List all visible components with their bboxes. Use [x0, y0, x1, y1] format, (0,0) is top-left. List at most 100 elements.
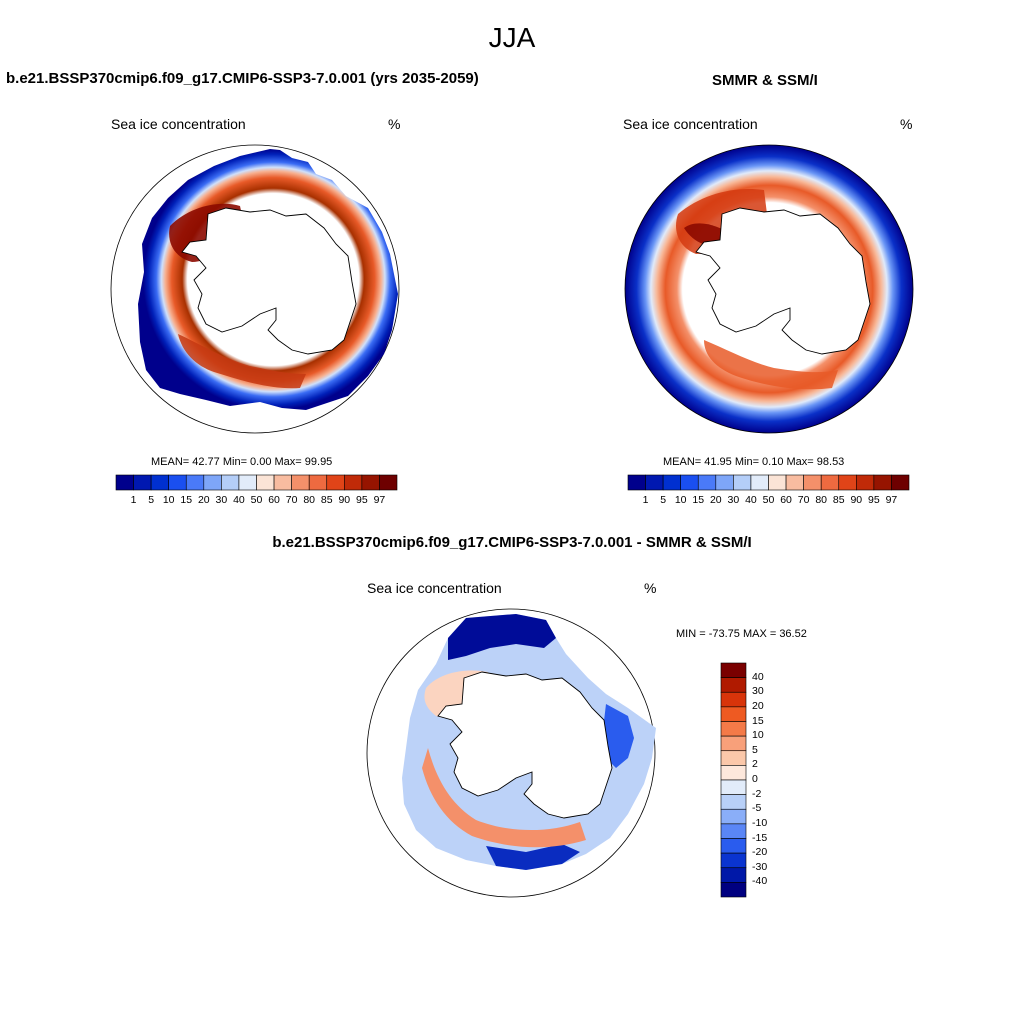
colorbar-swatch	[720, 882, 747, 898]
colorbar-swatch	[645, 474, 664, 491]
colorbar-tick-label: -30	[752, 860, 768, 873]
colorbar-swatch	[662, 474, 681, 491]
colorbar-swatch	[379, 474, 398, 491]
colorbar-swatch	[715, 474, 734, 491]
colorbar-swatch	[273, 474, 292, 491]
colorbar-tick-label: 70	[285, 494, 298, 506]
colorbar-tick-label: 0	[752, 773, 758, 785]
obs-stats: MEAN= 41.95 Min= 0.10 Max= 98.53	[663, 456, 845, 468]
colorbar-tick-label: 30	[727, 494, 740, 506]
model-variable-label: Sea ice concentration	[111, 116, 246, 132]
colorbar-tick-label: 80	[815, 494, 828, 506]
colorbar-tick-label: -15	[752, 831, 768, 844]
colorbar-swatch	[838, 474, 857, 491]
colorbar-tick-label: 30	[215, 494, 228, 506]
colorbar-tick-label: 95	[868, 494, 880, 506]
colorbar-swatch	[720, 706, 747, 722]
colorbar-tick-label: 30	[752, 685, 764, 698]
obs-polar-map	[624, 144, 914, 434]
colorbar-swatch	[891, 474, 910, 491]
colorbar-swatch	[361, 474, 380, 491]
colorbar-swatch	[344, 474, 363, 491]
colorbar-tick-label: -20	[752, 846, 768, 859]
colorbar-swatches	[115, 474, 398, 491]
colorbar-tick-label: 1	[642, 494, 649, 506]
obs-units-label: %	[900, 116, 913, 132]
colorbar-swatch	[133, 474, 152, 491]
colorbar-swatch	[820, 474, 840, 491]
colorbar-tick-label: 10	[752, 729, 764, 742]
colorbar-tick-label: 70	[797, 494, 810, 506]
colorbar-swatch	[720, 823, 747, 839]
colorbar-swatch	[627, 474, 646, 491]
colorbar-tick-label: 10	[162, 494, 175, 506]
colorbar-tick-label: 40	[745, 494, 757, 506]
negative-anomaly-south	[486, 844, 580, 870]
colorbar-swatch	[256, 474, 275, 491]
colorbar-tick-label: 20	[752, 699, 764, 712]
colorbar-tick-label: 97	[373, 494, 386, 506]
colorbar-tick-label: 15	[692, 494, 705, 506]
colorbar-swatch	[720, 662, 747, 678]
colorbar-tick-label: 85	[320, 494, 333, 506]
obs-variable-label: Sea ice concentration	[623, 116, 758, 132]
colorbar-swatch	[750, 474, 769, 491]
colorbar-swatch	[238, 474, 257, 491]
obs-panel-title: SMMR & SSM/I	[712, 72, 818, 89]
colorbar-tick-label: 90	[850, 494, 863, 506]
model-stats: MEAN= 42.77 Min= 0.00 Max= 99.95	[151, 456, 333, 468]
colorbar-tick-label: 5	[660, 494, 667, 506]
colorbar-tick-label: 40	[233, 494, 245, 506]
colorbar-swatch	[785, 474, 804, 491]
colorbar-tick-label: 95	[356, 494, 368, 506]
colorbar-tick-label: -10	[752, 816, 768, 829]
colorbar-swatch	[720, 750, 747, 766]
colorbar-swatch	[326, 474, 345, 491]
diff-polar-map	[366, 608, 656, 898]
colorbar-swatch	[720, 779, 747, 795]
ross-sea-ice	[704, 340, 838, 390]
antarctica-coastline	[437, 671, 613, 819]
diff-units-label: %	[644, 580, 657, 596]
colorbar-swatch	[308, 474, 328, 491]
model-polar-map	[110, 144, 400, 434]
diff-colorbar	[720, 662, 747, 898]
colorbar-tick-label: -5	[752, 802, 762, 815]
colorbar-tick-label: -40	[752, 875, 768, 888]
colorbar-swatch	[680, 474, 699, 491]
model-panel-title: b.e21.BSSP370cmip6.f09_g17.CMIP6-SSP3-7.…	[6, 70, 479, 87]
model-colorbar	[115, 474, 398, 491]
antarctica-coastline	[695, 207, 871, 355]
colorbar-swatch	[168, 474, 187, 491]
colorbar-swatches	[720, 662, 747, 898]
colorbar-swatch	[720, 721, 747, 737]
negative-anomaly-east	[602, 704, 634, 768]
colorbar-swatch	[203, 474, 222, 491]
colorbar-tick-label: 15	[180, 494, 193, 506]
colorbar-swatch	[150, 474, 169, 491]
colorbar-tick-label: 10	[674, 494, 687, 506]
colorbar-tick-label: 2	[752, 758, 758, 771]
obs-colorbar	[627, 474, 910, 491]
colorbar-swatch	[803, 474, 822, 491]
colorbar-tick-label: 5	[148, 494, 155, 506]
colorbar-tick-label: 5	[752, 743, 758, 756]
colorbar-tick-label: 1	[130, 494, 137, 506]
colorbar-tick-label: 20	[197, 494, 210, 506]
colorbar-tick-label: 60	[268, 494, 280, 506]
colorbar-swatch	[720, 677, 747, 693]
season-title: JJA	[488, 22, 536, 53]
colorbar-tick-label: 50	[762, 494, 775, 506]
colorbar-swatch	[720, 765, 747, 781]
diff-stats: MIN = -73.75 MAX = 36.52	[676, 628, 807, 640]
colorbar-swatch	[768, 474, 787, 491]
antarctica-coastline	[181, 207, 357, 355]
colorbar-swatch	[115, 474, 134, 491]
colorbar-swatch	[720, 852, 747, 869]
colorbar-tick-label: 80	[303, 494, 316, 506]
colorbar-tick-label: 90	[338, 494, 351, 506]
colorbar-tick-label: 85	[832, 494, 845, 506]
colorbar-tick-label: 15	[752, 714, 764, 727]
ross-positive-anomaly	[422, 748, 586, 848]
colorbar-swatches	[627, 474, 910, 491]
